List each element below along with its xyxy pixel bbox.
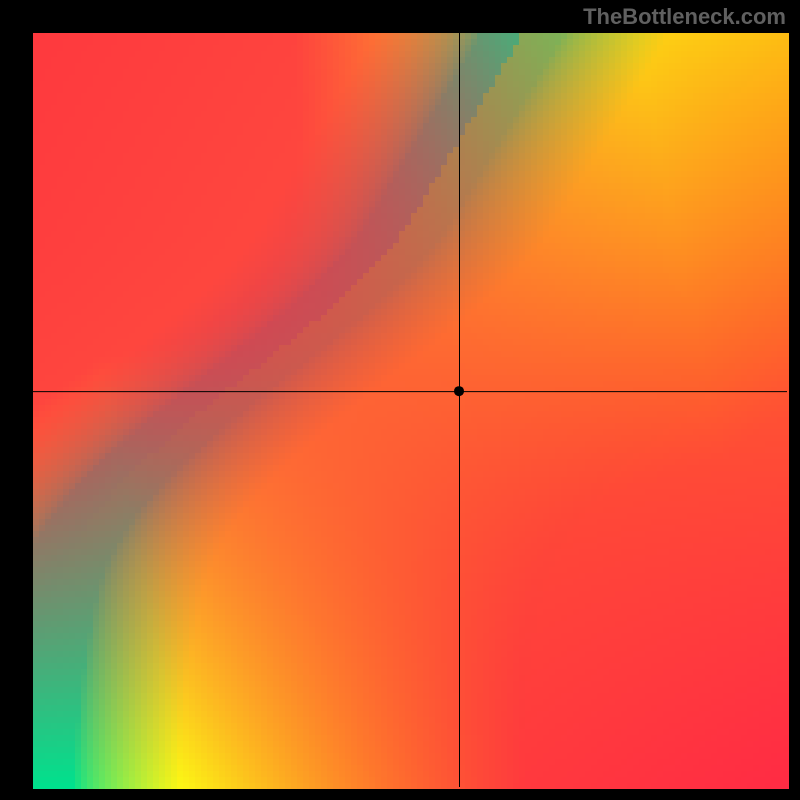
chart-container: TheBottleneck.com — [0, 0, 800, 800]
heatmap-canvas — [0, 0, 800, 800]
